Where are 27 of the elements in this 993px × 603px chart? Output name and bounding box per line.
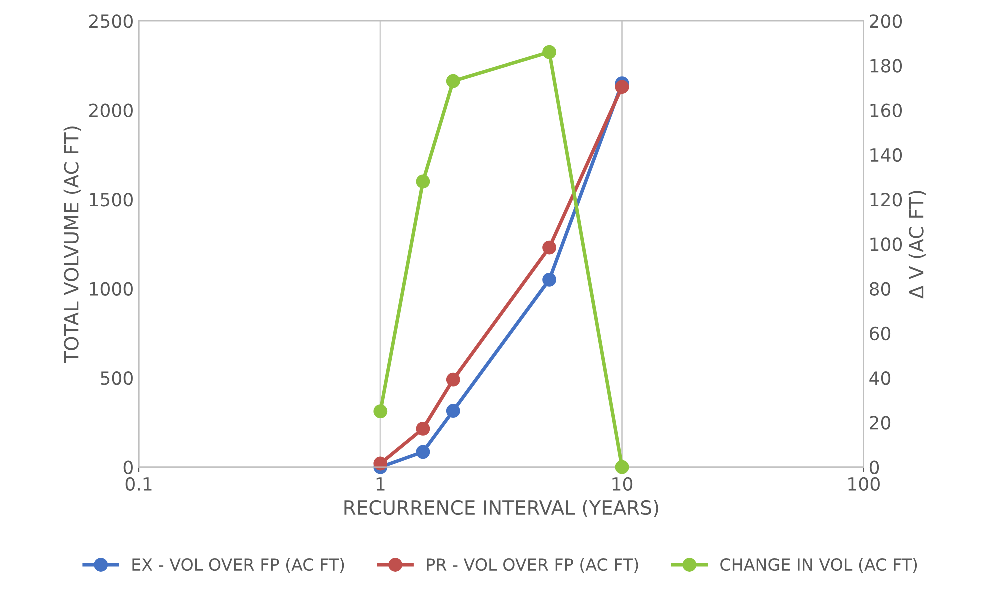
y2-axis-title: Δ V (AC FT) (908, 191, 926, 299)
y2-tick-label: 120 (870, 193, 902, 207)
y2-tick-label: 200 (870, 14, 902, 28)
y-tick-label: 2000 (90, 104, 133, 118)
x-tick-label: 0.1 (126, 477, 152, 492)
legend-label: PR - VOL OVER FP (AC FT) (427, 558, 638, 574)
y2-tick-label: 40 (870, 372, 891, 386)
y2-tick-label: 60 (870, 326, 891, 341)
y-tick-label: 1000 (90, 282, 133, 296)
y-tick-label: 0 (124, 460, 133, 474)
y2-tick-label: 160 (870, 104, 902, 118)
y2-tick-label: 180 (870, 59, 902, 73)
x-axis-title: RECURRENCE INTERVAL (YEARS) (344, 500, 658, 518)
y-axis-title: TOTAL VOLVUME (AC FT) (64, 126, 82, 364)
x-tick-label: 100 (848, 477, 880, 492)
y2-tick-label: 100 (870, 238, 902, 252)
y-tick-label: 500 (101, 372, 133, 386)
x-tick-label: 10 (612, 477, 633, 492)
y-tick-label: 2500 (90, 14, 133, 28)
y2-tick-label: 140 (870, 148, 902, 162)
legend-label: CHANGE IN VOL (AC FT) (720, 558, 918, 574)
y2-tick-label: 0 (870, 460, 880, 474)
y2-tick-label: 20 (870, 416, 891, 430)
y2-tick-label: 80 (870, 282, 891, 296)
legend-label: EX - VOL OVER FP (AC FT) (132, 558, 344, 574)
x-tick-label: 1 (376, 478, 385, 491)
y-tick-label: 1500 (90, 193, 133, 207)
